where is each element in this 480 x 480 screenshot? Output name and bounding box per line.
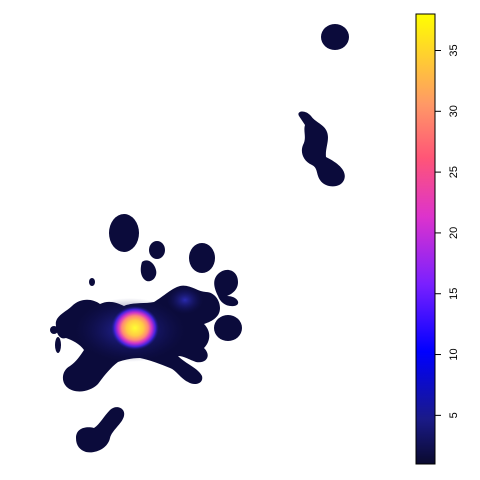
colorbar-tick-label: 20 — [448, 227, 460, 239]
density-blob — [89, 278, 95, 286]
colorbar-tick-label: 10 — [448, 348, 460, 360]
colorbar: 5 10 15 20 25 30 35 — [415, 13, 460, 465]
density-field — [50, 24, 349, 453]
colorbar-tick-label: 15 — [448, 288, 460, 300]
colorbar-ticks: 5 10 15 20 25 30 35 — [435, 44, 460, 418]
density-blob — [149, 241, 165, 259]
density-blob — [214, 315, 242, 341]
density-blob — [189, 243, 215, 273]
density-blob — [50, 326, 58, 334]
density-blob — [214, 269, 239, 307]
colorbar-gradient — [415, 13, 436, 465]
density-peak — [111, 306, 159, 350]
density-blob — [321, 24, 349, 50]
density-blob — [109, 214, 139, 252]
colorbar-tick-label: 5 — [448, 412, 460, 418]
density-blob — [298, 111, 345, 187]
density-blob — [55, 337, 61, 353]
colorbar-tick-label: 35 — [448, 44, 460, 56]
colorbar-tick-label: 30 — [448, 105, 460, 117]
colorbar-tick-label: 25 — [448, 166, 460, 178]
density-blob — [76, 407, 125, 453]
density-glow — [167, 286, 203, 314]
density-blob — [140, 260, 157, 282]
